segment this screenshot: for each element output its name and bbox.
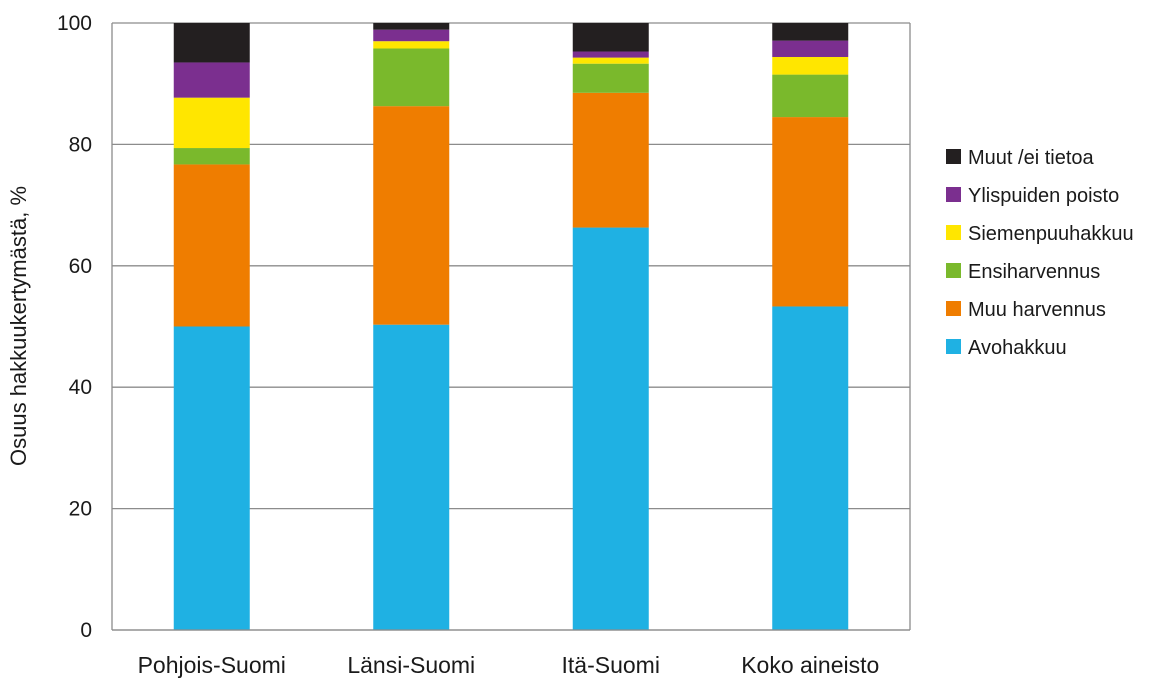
bar-segment (373, 48, 450, 107)
legend-label: Siemenpuuhakkuu (968, 223, 1134, 245)
legend-label: Muu harvennus (968, 299, 1106, 321)
bar-segment (173, 62, 250, 98)
bar-segment (173, 148, 250, 165)
bar-segment (572, 23, 649, 52)
bar-segment (572, 51, 649, 58)
bar-segment (572, 227, 649, 630)
bar-segment (572, 92, 649, 228)
legend-swatch (946, 339, 961, 354)
legend-label: Muut /ei tietoa (968, 147, 1095, 169)
x-category-label: Itä-Suomi (562, 652, 660, 678)
y-tick-label: 40 (69, 376, 92, 399)
bar-segment (173, 326, 250, 630)
legend: Muut /ei tietoa Ylispuiden poisto Siemenpu… (946, 147, 1134, 359)
bar-segment (572, 63, 649, 93)
y-tick-label: 0 (80, 619, 92, 642)
y-tick-label: 100 (57, 12, 92, 35)
y-tick-label: 20 (69, 498, 92, 521)
x-category-label: Koko aineisto (741, 652, 879, 678)
bar-segment (772, 23, 849, 41)
bar-segment (173, 23, 250, 63)
y-tick-label: 60 (69, 255, 92, 278)
y-axis-title: Osuus hakkuukertymästä, % (6, 186, 31, 466)
y-tick-label: 80 (69, 133, 92, 156)
bar-segment (572, 57, 649, 64)
bar-segment (373, 106, 450, 325)
bar-segment (373, 324, 450, 630)
legend-label: Avohakkuu (968, 337, 1067, 359)
legend-swatch (946, 263, 961, 278)
x-category-labels: Pohjois-Suomi Länsi-Suomi Itä-Suomi Koko ai… (138, 652, 880, 678)
bar-segment (173, 164, 250, 327)
bar-segment (772, 117, 849, 307)
bar-segment (772, 40, 849, 57)
bars (173, 23, 849, 630)
bar-segment (772, 74, 849, 118)
legend-label: Ylispuiden poisto (968, 185, 1119, 207)
y-tick-labels: 0 20 40 60 80 100 (57, 12, 92, 642)
x-category-label: Länsi-Suomi (347, 652, 475, 678)
legend-swatch (946, 149, 961, 164)
bar-segment (173, 97, 250, 149)
bar-segment (772, 306, 849, 630)
bar-segment (772, 56, 849, 75)
axes (111, 23, 911, 631)
bar-segment (373, 41, 450, 49)
bar-segment (373, 23, 450, 30)
x-category-label: Pohjois-Suomi (138, 652, 286, 678)
legend-label: Ensiharvennus (968, 261, 1100, 283)
legend-swatch (946, 301, 961, 316)
legend-swatch (946, 225, 961, 240)
bar-segment (373, 29, 450, 42)
legend-swatch (946, 187, 961, 202)
